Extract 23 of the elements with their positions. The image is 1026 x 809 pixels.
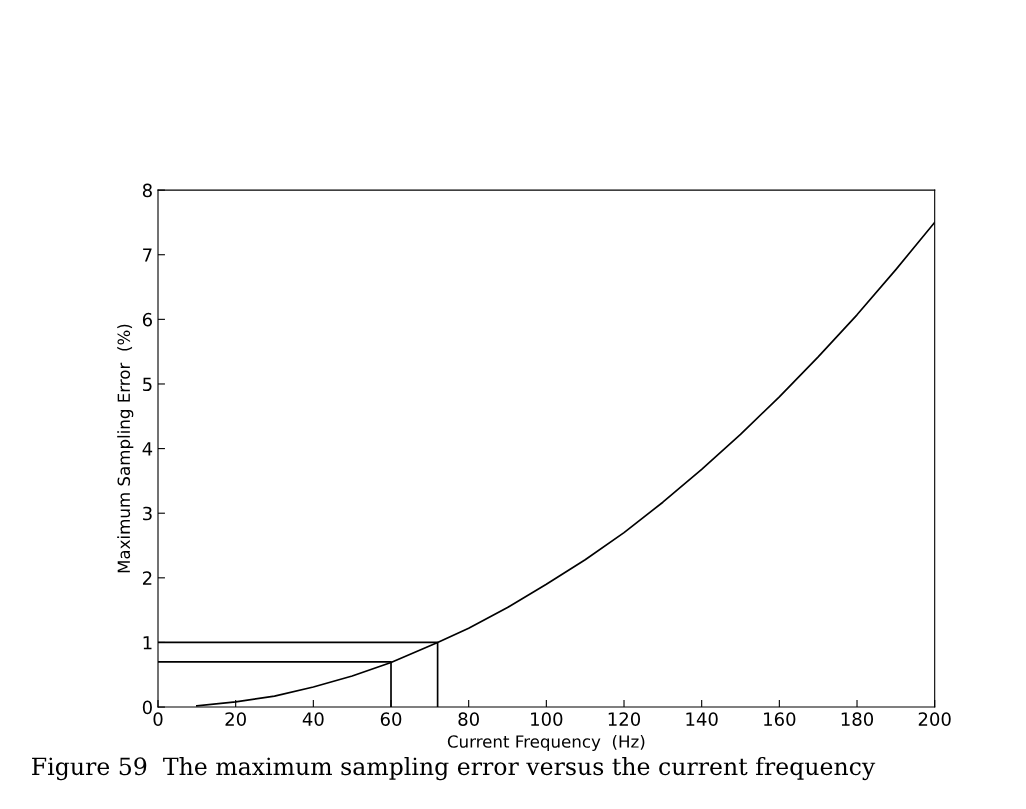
y-tick-label: 1 <box>143 636 152 650</box>
x-tick-label: 0 <box>153 712 163 726</box>
y-tick-label: 7 <box>143 248 152 262</box>
y-tick-label: 0 <box>142 700 152 715</box>
x-tick-label: 160 <box>764 712 796 726</box>
y-tick-label: 6 <box>142 312 153 327</box>
x-axis-title: Current Frequency (Hz) <box>447 734 645 752</box>
y-axis-title: Maximum Sampling Error (%) <box>117 324 134 573</box>
x-tick-label: 120 <box>608 712 641 726</box>
y-tick-label: 2 <box>142 571 152 585</box>
y-tick-label: 4 <box>142 442 153 456</box>
x-tick-label: 20 <box>225 712 246 726</box>
y-tick-label: 3 <box>143 506 152 521</box>
x-tick-label: 40 <box>302 712 324 726</box>
x-tick-label: 60 <box>380 712 402 726</box>
caption: Figure 59 The maximum sampling error versus the current frequency <box>32 756 876 781</box>
x-tick-label: 140 <box>686 712 718 726</box>
x-tick-label: 180 <box>841 712 874 726</box>
x-tick-label: 200 <box>918 712 951 726</box>
y-tick-label: 8 <box>142 183 152 198</box>
x-tick-label: 80 <box>458 712 479 726</box>
x-tick-label: 100 <box>531 712 563 726</box>
y-tick-label: 5 <box>143 377 152 392</box>
